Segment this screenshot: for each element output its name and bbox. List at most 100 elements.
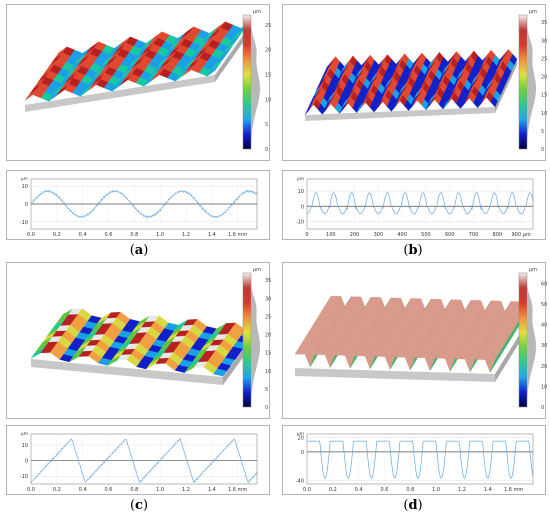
x-tick-label: 600 (445, 232, 455, 238)
surface-panel-d: µm 0 10 20 30 40 50 60 (282, 262, 547, 419)
y-tick-label: 10 (298, 189, 304, 195)
profile-chart-d: 0.0 0.2 0.4 0.6 0.8 1.0 1.2 1.4 1.6 mm 20 0 -40 µm (296, 432, 534, 493)
surface-mesh (30, 308, 256, 385)
colorbar-unit: µm (529, 267, 537, 273)
colorbar-tick: 20 (265, 48, 271, 54)
plot-frame (30, 433, 258, 485)
profile-line (306, 192, 534, 215)
x-tick-label: 0.6 (381, 487, 389, 493)
colorbar-tick: 50 (541, 302, 547, 308)
height-histogram (251, 273, 260, 407)
surface-mesh (294, 295, 532, 382)
colorbar-tick: 30 (265, 296, 271, 302)
colorbar-tick: 35 (541, 20, 547, 26)
colorbar-tick: 30 (541, 38, 547, 44)
x-tick-label: 1.4 (208, 232, 216, 238)
x-tick-label: 800 (493, 232, 503, 238)
y-tick-label: 10 (22, 443, 28, 449)
colorbar-tick: 10 (265, 369, 271, 375)
colorbar-tick: 15 (265, 351, 271, 357)
colorbar-tick: 25 (265, 314, 271, 320)
colorbar-tick: 5 (265, 387, 268, 393)
y-unit-label: µm (21, 177, 28, 182)
y-tick-label: -10 (296, 219, 304, 225)
y-tick-label: 0 (25, 202, 28, 208)
x-tick-label: 500 (421, 232, 431, 238)
caption-b: (b) (403, 243, 423, 258)
colorbar-unit: µm (529, 9, 537, 15)
surface-3d-c: µm 0 5 10 15 20 25 30 35 (30, 267, 271, 411)
y-unit-label: µm (21, 432, 28, 437)
height-histogram (251, 15, 260, 149)
x-tick-label: 300 (374, 232, 384, 238)
profile-line (30, 438, 258, 484)
y-tick-label: -10 (20, 474, 28, 480)
profile-panel-b: 0 100 200 300 400 500 600 700 800 900 µm 10 0 -10 µm (282, 170, 546, 240)
x-tick-label: 1.2 (182, 487, 190, 493)
x-tick-label: 0.2 (329, 487, 337, 493)
x-tick-label: 0.8 (406, 487, 414, 493)
colorbar-tick: 40 (541, 323, 547, 329)
x-tick-label: 0.0 (27, 232, 35, 238)
caption-a: (a) (129, 243, 149, 258)
y-unit-label: µm (297, 177, 304, 182)
colorbar-tick: 30 (541, 343, 547, 349)
colorbar (242, 272, 252, 408)
colorbar-unit: µm (253, 267, 261, 273)
colorbar-tick: 0 (541, 405, 544, 411)
surface-mesh (24, 21, 250, 112)
colorbar-tick: 10 (541, 111, 547, 117)
x-tick-label: 1.0 (156, 232, 164, 238)
surface-3d-b: µm 0 5 10 15 20 25 30 35 (304, 9, 547, 153)
profile-chart-a: 0.0 0.2 0.4 0.6 0.8 1.0 1.2 1.4 1.6 mm 10 0 -10 µm (20, 177, 258, 238)
colorbar-tick: 10 (541, 384, 547, 390)
caption-c: (c) (129, 498, 149, 513)
colorbar-tick: 20 (541, 364, 547, 370)
surface-panel-b: µm 0 5 10 15 20 25 30 35 (282, 4, 547, 161)
colorbar-tick: 35 (265, 278, 271, 284)
surface-panel-c: µm 0 5 10 15 20 25 30 35 (6, 262, 271, 419)
y-tick-label: 0 (301, 204, 304, 210)
y-tick-label: -40 (296, 478, 304, 484)
x-tick-label: 700 (469, 232, 479, 238)
y-tick-label: 10 (22, 184, 28, 190)
x-tick-label: 1.6 mm (504, 487, 523, 493)
x-tick-label: 0.0 (303, 487, 311, 493)
height-histogram (527, 273, 536, 407)
colorbar-tick: 25 (541, 56, 547, 62)
x-tick-label: 0.2 (53, 232, 61, 238)
colorbar-tick: 20 (265, 333, 271, 339)
y-tick-label: 20 (298, 436, 304, 442)
caption-d: (d) (403, 498, 423, 513)
x-tick-label: 200 (350, 232, 360, 238)
profile-panel-d: 0.0 0.2 0.4 0.6 0.8 1.0 1.2 1.4 1.6 mm 20 0 -40 µm (282, 425, 546, 495)
colorbar-tick: 5 (541, 129, 544, 135)
x-tick-label: 0.4 (355, 487, 363, 493)
x-tick-label: 1.0 (156, 487, 164, 493)
height-histogram (527, 15, 536, 149)
x-tick-label: 1.4 (208, 487, 216, 493)
x-tick-label: 400 (397, 232, 407, 238)
x-tick-label: 1.4 (484, 487, 492, 493)
x-tick-label: 1.6 mm (228, 487, 247, 493)
profile-panel-a: 0.0 0.2 0.4 0.6 0.8 1.0 1.2 1.4 1.6 mm 10 0 -10 µm (6, 170, 270, 240)
x-tick-label: 0 (305, 232, 308, 238)
x-tick-label: 1.6 mm (228, 232, 247, 238)
surface-mesh (304, 49, 518, 121)
x-tick-label: 0.8 (130, 487, 138, 493)
x-tick-label: 0.8 (130, 232, 138, 238)
colorbar (518, 14, 528, 150)
colorbar-tick: 25 (265, 23, 271, 29)
profile-line (306, 440, 534, 479)
x-tick-label: 0.0 (27, 487, 35, 493)
x-tick-label: 900 µm (512, 232, 531, 238)
colorbar-tick: 60 (541, 281, 547, 287)
y-tick-label: 0 (301, 450, 304, 456)
x-tick-label: 1.2 (458, 487, 466, 493)
y-unit-label: µm (297, 432, 304, 437)
profile-panel-c: 0.0 0.2 0.4 0.6 0.8 1.0 1.2 1.4 1.6 mm 10 0 -10 µm (6, 425, 270, 495)
colorbar (242, 14, 252, 150)
profile-chart-c: 0.0 0.2 0.4 0.6 0.8 1.0 1.2 1.4 1.6 mm 10 0 -10 µm (20, 432, 258, 493)
x-tick-label: 1.2 (182, 232, 190, 238)
